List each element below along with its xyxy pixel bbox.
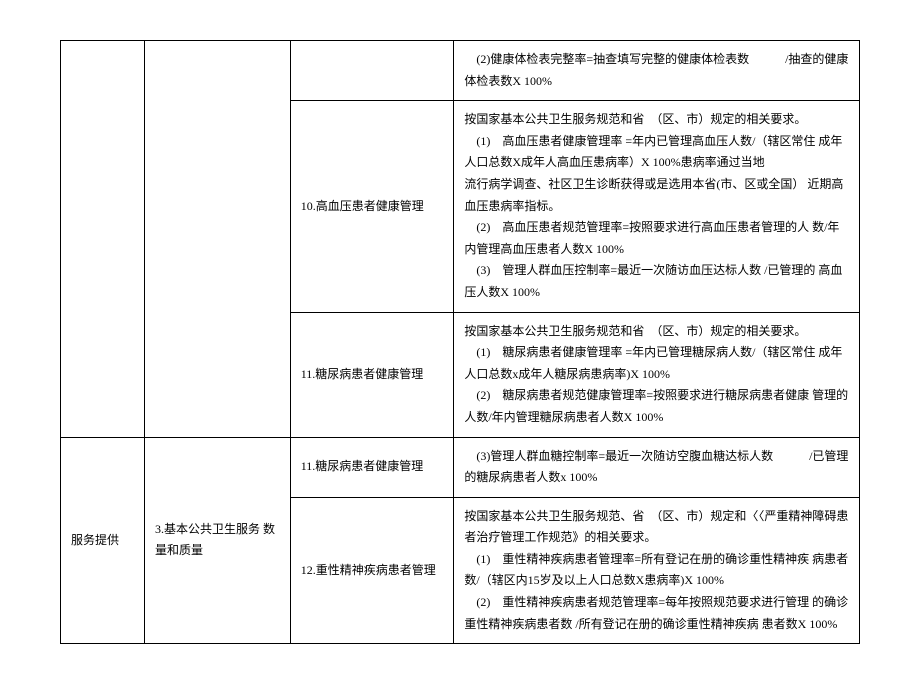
cell-service-type — [145, 41, 291, 438]
table-row: (2)健康体检表完整率=抽查填写完整的健康体检表数 /抽查的健康体检表数X 10… — [61, 41, 860, 101]
cell-item-name: 10.高血压患者健康管理 — [290, 101, 454, 312]
cell-description: 按国家基本公共卫生服务规范、省 （区、市）规定和〈〈严重精神障碍患者治疗管理工作… — [454, 497, 860, 644]
cell-item-name — [290, 41, 454, 101]
cell-service-category: 服务提供 — [61, 437, 145, 644]
table-row: 服务提供 3.基本公共卫生服务 数量和质量 11.糖尿病患者健康管理 (3)管理… — [61, 437, 860, 497]
cell-item-name: 11.糖尿病患者健康管理 — [290, 437, 454, 497]
cell-item-name: 11.糖尿病患者健康管理 — [290, 312, 454, 437]
cell-service-category — [61, 41, 145, 438]
health-service-table: (2)健康体检表完整率=抽查填写完整的健康体检表数 /抽查的健康体检表数X 10… — [60, 40, 860, 644]
cell-description: (3)管理人群血糖控制率=最近一次随访空腹血糖达标人数 /已管理的糖尿病患者人数… — [454, 437, 860, 497]
cell-description: 按国家基本公共卫生服务规范和省 （区、市）规定的相关要求。 (1) 高血压患者健… — [454, 101, 860, 312]
cell-description: (2)健康体检表完整率=抽查填写完整的健康体检表数 /抽查的健康体检表数X 10… — [454, 41, 860, 101]
cell-service-type: 3.基本公共卫生服务 数量和质量 — [145, 437, 291, 644]
cell-item-name: 12.重性精神疾病患者管理 — [290, 497, 454, 644]
cell-description: 按国家基本公共卫生服务规范和省 （区、市）规定的相关要求。 (1) 糖尿病患者健… — [454, 312, 860, 437]
